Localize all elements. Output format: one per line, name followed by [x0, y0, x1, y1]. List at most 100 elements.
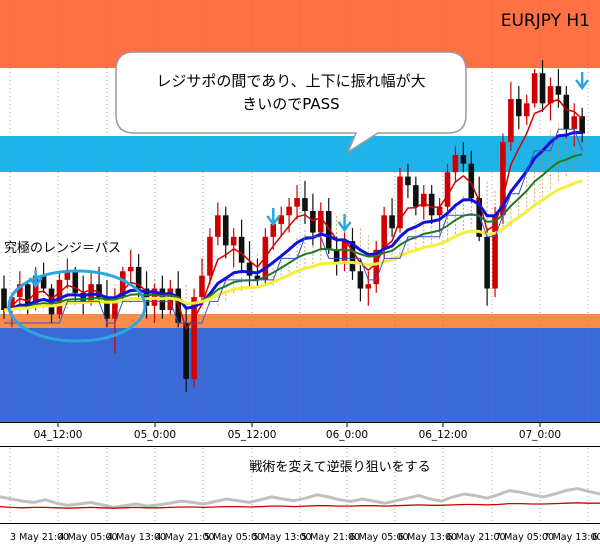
ma-green-line — [3, 153, 583, 311]
down-arrow-icon — [337, 214, 352, 233]
candle-down — [428, 193, 435, 216]
oscillator-tick-label: 6 May 13:00 — [398, 532, 457, 543]
candle-up — [452, 155, 459, 173]
oscillator-tick-label: 3 May 21:00 — [10, 532, 69, 543]
candle-down — [539, 73, 546, 104]
oscillator-red-line — [0, 502, 600, 509]
candle-down — [254, 275, 261, 280]
candle-down — [96, 284, 102, 298]
candle-down — [516, 99, 522, 117]
candle-down — [24, 284, 31, 306]
arrow-head — [337, 221, 352, 233]
candle-up — [523, 103, 530, 117]
candle-up — [286, 206, 292, 216]
arrow-head — [575, 79, 590, 91]
support-zone-blue — [0, 328, 600, 422]
x-tick-label: 06_0:00 — [326, 429, 368, 441]
candle-down — [222, 215, 229, 246]
down-arrow-icon — [575, 72, 590, 91]
candle-up — [64, 271, 71, 280]
candle-down — [468, 163, 475, 199]
x-tick-label: 04_12:00 — [34, 429, 83, 441]
candle-down — [555, 86, 562, 95]
candle-up — [397, 176, 403, 229]
candle-up — [230, 236, 237, 246]
candle-up — [436, 206, 443, 216]
candle-up — [207, 236, 213, 276]
oscillator-x-ticks: 3 May 21:004 May 05:004 May 13:004 May 2… — [10, 532, 600, 543]
chart-title: EURJPY H1 — [501, 11, 590, 31]
candle-down — [579, 116, 585, 134]
oscillator-tick-label: 4 May 05:00 — [59, 532, 118, 543]
candle-down — [310, 211, 316, 233]
callout-shape — [115, 51, 467, 154]
moving-averages — [3, 98, 583, 330]
candle-up — [278, 215, 284, 224]
candle-down — [357, 271, 364, 289]
candle-up — [294, 198, 300, 207]
oscillator-lines — [0, 486, 600, 509]
candle-up — [199, 275, 205, 298]
candle-down — [302, 198, 308, 211]
oscillator-tick-label: 4 May 21:00 — [156, 532, 215, 543]
oscillator-label: 戦術を変えて逆張り狙いをする — [249, 459, 430, 475]
oscillator-tick-label: 7 May 05:00 — [495, 532, 554, 543]
ma-blue-line — [3, 131, 583, 312]
candle-up — [215, 215, 221, 237]
main-x-ticks: 04_12:00 05_0:00 05_12:00 06_0:00 06_12:00 07… — [34, 422, 561, 441]
candle-down — [80, 292, 86, 302]
oscillator-tick-label: 4 May 13:00 — [107, 532, 166, 543]
candle-down — [405, 176, 411, 186]
x-tick-label: 05_12:00 — [228, 429, 277, 441]
candle-up — [492, 215, 498, 289]
arrow-head — [266, 215, 281, 227]
candle-up — [191, 297, 197, 379]
candle-down — [563, 94, 570, 130]
candle-up — [571, 116, 578, 130]
candle-up — [127, 266, 134, 272]
x-tick-label: 07_0:00 — [519, 429, 561, 441]
candle-up — [32, 275, 39, 306]
x-tick-label: 06_12:00 — [419, 429, 468, 441]
candle-down — [460, 155, 467, 164]
candle-up — [341, 241, 348, 263]
candle-down — [72, 271, 79, 293]
oscillator-tick-label: 7 May 13:00 — [544, 532, 600, 543]
candle-down — [1, 288, 7, 311]
range-label: 究極のレンジ＝パス — [4, 240, 121, 256]
candle-up — [112, 297, 118, 319]
candle-up — [120, 271, 126, 298]
candle-up — [381, 215, 387, 250]
oscillator-gridlines — [9, 448, 589, 523]
candle-down — [143, 288, 150, 306]
candle-down — [135, 266, 142, 289]
candle-up — [17, 284, 23, 298]
callout-line-2: きいのでPASS — [242, 95, 339, 113]
candle-down — [40, 275, 47, 289]
x-tick-label: 05_0:00 — [134, 429, 176, 441]
candle-up — [420, 193, 427, 207]
candle-up — [373, 249, 380, 285]
oscillator-tick-label: 5 May 21:00 — [301, 532, 360, 543]
callout-bubble: レジサポの間であり、上下に振れ幅が大 きいのでPASS — [115, 51, 467, 154]
callout-line-1: レジサポの間であり、上下に振れ幅が大 — [156, 72, 425, 90]
down-arrow-icon — [266, 208, 281, 227]
oscillator-panel — [0, 448, 600, 523]
candle-down — [246, 262, 253, 276]
candle-down — [476, 198, 482, 237]
candle-down — [333, 249, 340, 263]
candle-up — [318, 211, 324, 233]
oscillator-tick-label: 6 M — [592, 532, 600, 543]
candle-up — [9, 297, 15, 311]
candle-down — [413, 185, 419, 207]
oscillator-tick-label: 5 May 05:00 — [204, 532, 263, 543]
candle-up — [262, 236, 269, 280]
candle-up — [547, 86, 554, 104]
range-ellipse — [7, 269, 147, 343]
candle-down — [484, 236, 490, 289]
candle-down — [238, 236, 245, 263]
candle-down — [104, 297, 110, 319]
oscillator-tick-label: 6 May 21:00 — [447, 532, 506, 543]
